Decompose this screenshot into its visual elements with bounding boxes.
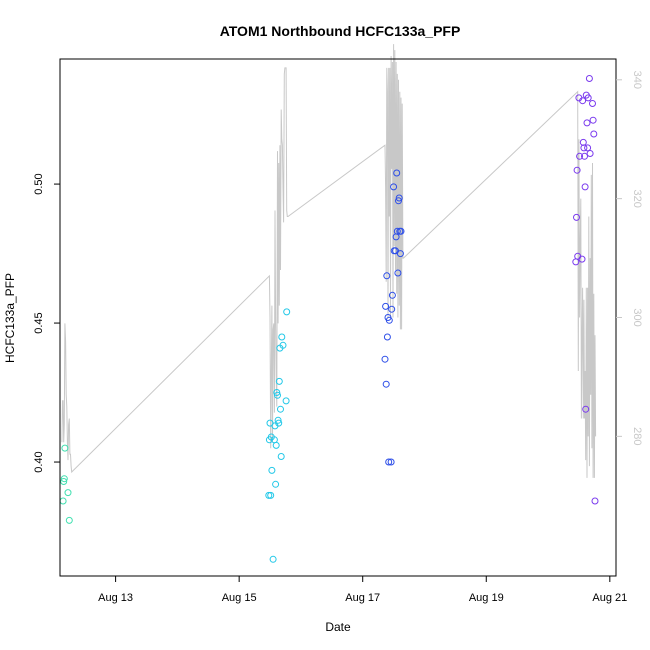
data-point (65, 516, 73, 524)
data-point (387, 458, 395, 466)
data-point (267, 491, 275, 499)
data-point (385, 458, 393, 466)
data-point (573, 166, 581, 174)
data-point (394, 269, 402, 277)
data-point (382, 380, 390, 388)
data-point (275, 377, 283, 385)
y-tick-label: 0.40 (33, 451, 45, 472)
x-axis: Aug 13 Aug 15 Aug 17 Aug 19 Aug 21 (98, 576, 627, 604)
data-point (383, 272, 391, 280)
x-tick-label: Aug 13 (98, 592, 133, 604)
data-point (383, 333, 391, 341)
data-point (273, 389, 281, 396)
data-point (388, 291, 396, 299)
data-point (578, 255, 586, 263)
y-tick-label: 0.45 (33, 312, 45, 333)
data-point (385, 316, 393, 324)
data-point (395, 197, 402, 205)
y2-tick-label: 300 (631, 308, 643, 326)
data-point (395, 194, 403, 202)
secondary-line-series (61, 44, 597, 478)
data-point (388, 305, 396, 313)
data-point (393, 227, 401, 235)
data-point (61, 444, 69, 452)
data-point (581, 152, 588, 160)
data-point (274, 416, 282, 424)
data-point (582, 405, 590, 413)
data-point (272, 480, 280, 488)
gray-line (61, 44, 597, 478)
y2-tick-label: 280 (631, 427, 643, 445)
data-point (279, 341, 287, 349)
y-tick-label: 0.50 (33, 173, 45, 194)
data-point (585, 75, 593, 82)
data-point (275, 419, 283, 427)
data-point (573, 213, 580, 221)
data-point (581, 183, 589, 191)
plot-frame (59, 58, 617, 577)
data-point (584, 94, 592, 102)
data-point (589, 116, 597, 124)
y-axis-label: HCFC133a_PFP (3, 273, 17, 363)
x-tick-label: Aug 17 (345, 592, 380, 604)
x-tick-label: Aug 21 (592, 592, 627, 604)
data-point (265, 491, 273, 499)
x-axis-label: Date (325, 620, 351, 634)
data-point (64, 489, 72, 497)
data-point (591, 497, 599, 505)
data-point (282, 397, 290, 405)
data-point (397, 227, 405, 235)
data-point (583, 119, 591, 127)
y-axis-left: 0.40 0.45 0.50 (33, 173, 60, 473)
data-point (584, 144, 592, 152)
data-point (393, 169, 401, 177)
x-tick-label: Aug 19 (469, 592, 504, 604)
x-tick-label: Aug 15 (222, 592, 257, 604)
data-point (283, 308, 291, 316)
data-point (277, 453, 285, 460)
data-point (59, 497, 67, 505)
data-point (589, 100, 596, 107)
y-axis-right: 280 300 320 340 (616, 71, 643, 446)
data-point (586, 150, 594, 157)
y2-tick-label: 340 (631, 71, 643, 89)
scatter-series (59, 75, 599, 563)
data-point (274, 391, 281, 399)
data-point (382, 302, 390, 310)
data-point (381, 355, 389, 363)
y2-tick-label: 320 (631, 189, 643, 207)
chart-title: ATOM1 Northbound HCFC133a_PFP (220, 23, 461, 39)
data-point (579, 97, 587, 105)
data-point (277, 405, 284, 413)
data-point (580, 144, 588, 152)
data-point (576, 152, 584, 160)
data-point (268, 466, 276, 474)
data-point (269, 555, 277, 563)
data-point (590, 130, 598, 138)
data-point (60, 478, 68, 485)
data-point (396, 250, 404, 258)
data-point (272, 441, 280, 449)
data-point (278, 333, 286, 341)
data-point (390, 183, 398, 191)
data-point (60, 475, 68, 483)
